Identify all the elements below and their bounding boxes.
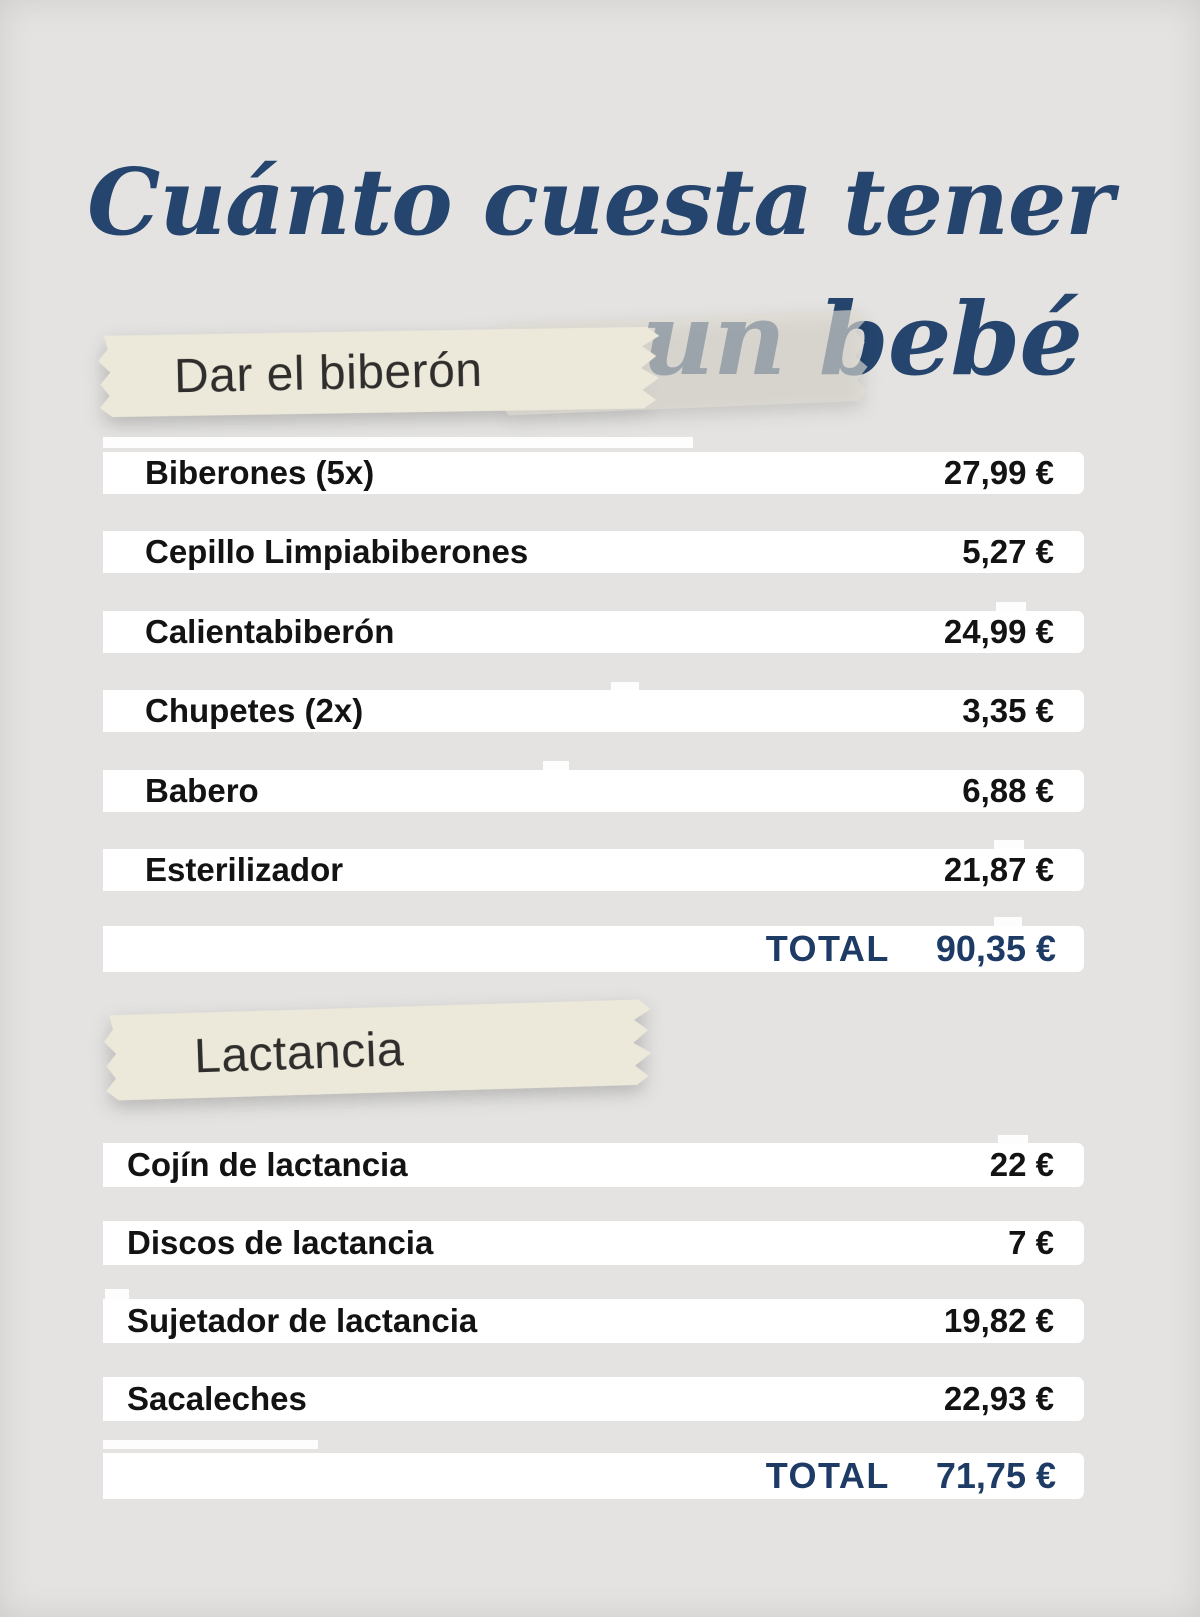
item-label: Esterilizador [145, 851, 344, 888]
item-label: Chupetes (2x) [145, 692, 364, 729]
table-row: Esterilizador 21,87 € [103, 840, 1084, 891]
item-price: 19,82 € [943, 1302, 1054, 1339]
item-price: 22 € [989, 1146, 1054, 1183]
table-row: Sacaleches 22,93 € [103, 1377, 1084, 1421]
table-row: Cepillo Limpiabiberones 5,27 € [103, 531, 1084, 573]
item-label: Discos de lactancia [127, 1224, 434, 1261]
table-row: Biberones (5x) 27,99 € [103, 437, 1084, 494]
item-label: Cepillo Limpiabiberones [145, 533, 529, 570]
page-title-line1: Cuánto cuesta tener [87, 148, 1114, 256]
item-price: 24,99 € [943, 613, 1054, 650]
table-row: Babero 6,88 € [103, 761, 1084, 812]
item-price: 27,99 € [943, 454, 1054, 491]
table-row: Cojín de lactancia 22 € [103, 1135, 1084, 1187]
item-price: 7 € [1008, 1224, 1054, 1261]
total-label: TOTAL [765, 928, 890, 969]
total-label: TOTAL [765, 1455, 890, 1496]
total-price: 71,75 € [935, 1455, 1056, 1496]
item-label: Biberones (5x) [145, 454, 375, 491]
item-label: Calientabiberón [145, 613, 395, 650]
table-row: Discos de lactancia 7 € [103, 1221, 1084, 1265]
item-price: 6,88 € [962, 772, 1054, 809]
item-label: Sacaleches [127, 1380, 307, 1417]
item-price: 5,27 € [962, 533, 1054, 570]
table-row: Chupetes (2x) 3,35 € [103, 682, 1084, 732]
table-row: Sujetador de lactancia 19,82 € [103, 1289, 1084, 1343]
item-label: Babero [145, 772, 259, 809]
total-price: 90,35 € [935, 928, 1056, 969]
table-row: Calientabiberón 24,99 € [103, 602, 1084, 653]
item-price: 21,87 € [943, 851, 1054, 888]
total-row: TOTAL 71,75 € [103, 1440, 1084, 1499]
total-row: TOTAL 90,35 € [103, 917, 1084, 972]
item-label: Cojín de lactancia [127, 1146, 408, 1183]
item-label: Sujetador de lactancia [127, 1302, 478, 1339]
item-price: 22,93 € [943, 1380, 1054, 1417]
item-price: 3,35 € [962, 692, 1054, 729]
